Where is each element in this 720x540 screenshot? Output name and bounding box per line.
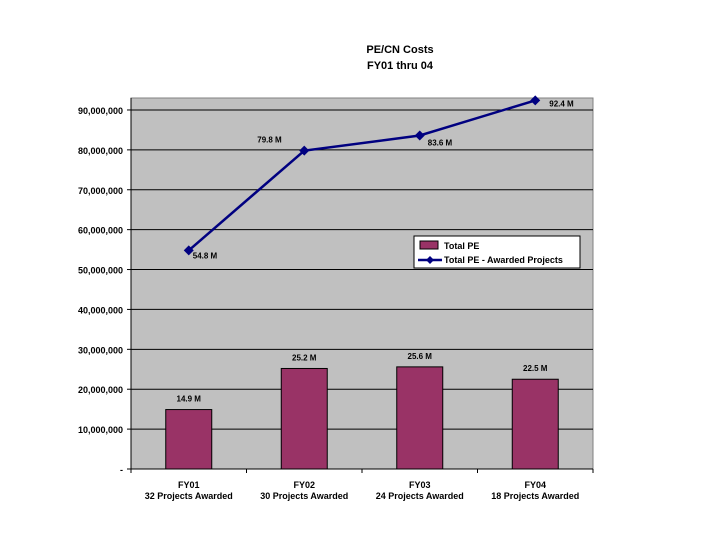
chart-subtitle: FY01 thru 04 bbox=[366, 60, 434, 72]
y-tick-label: 20,000,000 bbox=[78, 385, 123, 395]
line-data-label: 83.6 M bbox=[428, 138, 453, 147]
y-tick-label: 80,000,000 bbox=[78, 146, 123, 156]
x-tick-label: FY04 bbox=[524, 480, 546, 490]
y-tick-label: 10,000,000 bbox=[78, 425, 123, 435]
line-point-marker bbox=[299, 145, 310, 156]
bar-total-pe bbox=[396, 366, 444, 470]
y-tick-label: 90,000,000 bbox=[78, 106, 123, 116]
legend-label-total-pe-awarded: Total PE - Awarded Projects bbox=[444, 255, 563, 265]
bar-data-label: 14.9 M bbox=[177, 395, 202, 404]
bar-total-pe bbox=[511, 378, 559, 470]
line-total-pe-awarded bbox=[187, 99, 536, 252]
x-tick-label: FY03 bbox=[409, 480, 431, 490]
line-data-label: 79.8 M bbox=[257, 136, 282, 145]
line-data-label: 54.8 M bbox=[193, 251, 218, 260]
chart-title: PE/CN Costs bbox=[366, 44, 434, 56]
x-tick-sublabel: 18 Projects Awarded bbox=[491, 491, 579, 501]
legend-marker-total-pe-awarded bbox=[426, 256, 434, 264]
line-data-label: 92.4 M bbox=[549, 99, 574, 108]
y-tick-label: 30,000,000 bbox=[78, 345, 123, 355]
x-tick-label: FY02 bbox=[293, 480, 315, 490]
bar-total-pe bbox=[165, 409, 213, 470]
legend bbox=[413, 235, 581, 269]
y-tick-label: 60,000,000 bbox=[78, 226, 123, 236]
y-tick-label: 50,000,000 bbox=[78, 266, 123, 276]
bar-data-label: 25.6 M bbox=[408, 352, 433, 361]
line-point-marker bbox=[414, 130, 425, 141]
y-tick-label: - bbox=[120, 465, 123, 475]
legend-swatch-total-pe bbox=[419, 240, 439, 250]
legend-label-total-pe: Total PE bbox=[444, 241, 479, 251]
line-point-marker bbox=[183, 245, 194, 256]
bar-total-pe bbox=[280, 367, 328, 470]
x-tick-label: FY01 bbox=[178, 480, 200, 490]
x-tick-sublabel: 30 Projects Awarded bbox=[260, 491, 348, 501]
x-tick-sublabel: 32 Projects Awarded bbox=[145, 491, 233, 501]
y-tick-label: 40,000,000 bbox=[78, 305, 123, 315]
bar-data-label: 22.5 M bbox=[523, 364, 548, 373]
line-point-marker bbox=[530, 95, 541, 106]
y-tick-label: 70,000,000 bbox=[78, 186, 123, 196]
x-tick-sublabel: 24 Projects Awarded bbox=[376, 491, 464, 501]
bar-data-label: 25.2 M bbox=[292, 353, 317, 362]
